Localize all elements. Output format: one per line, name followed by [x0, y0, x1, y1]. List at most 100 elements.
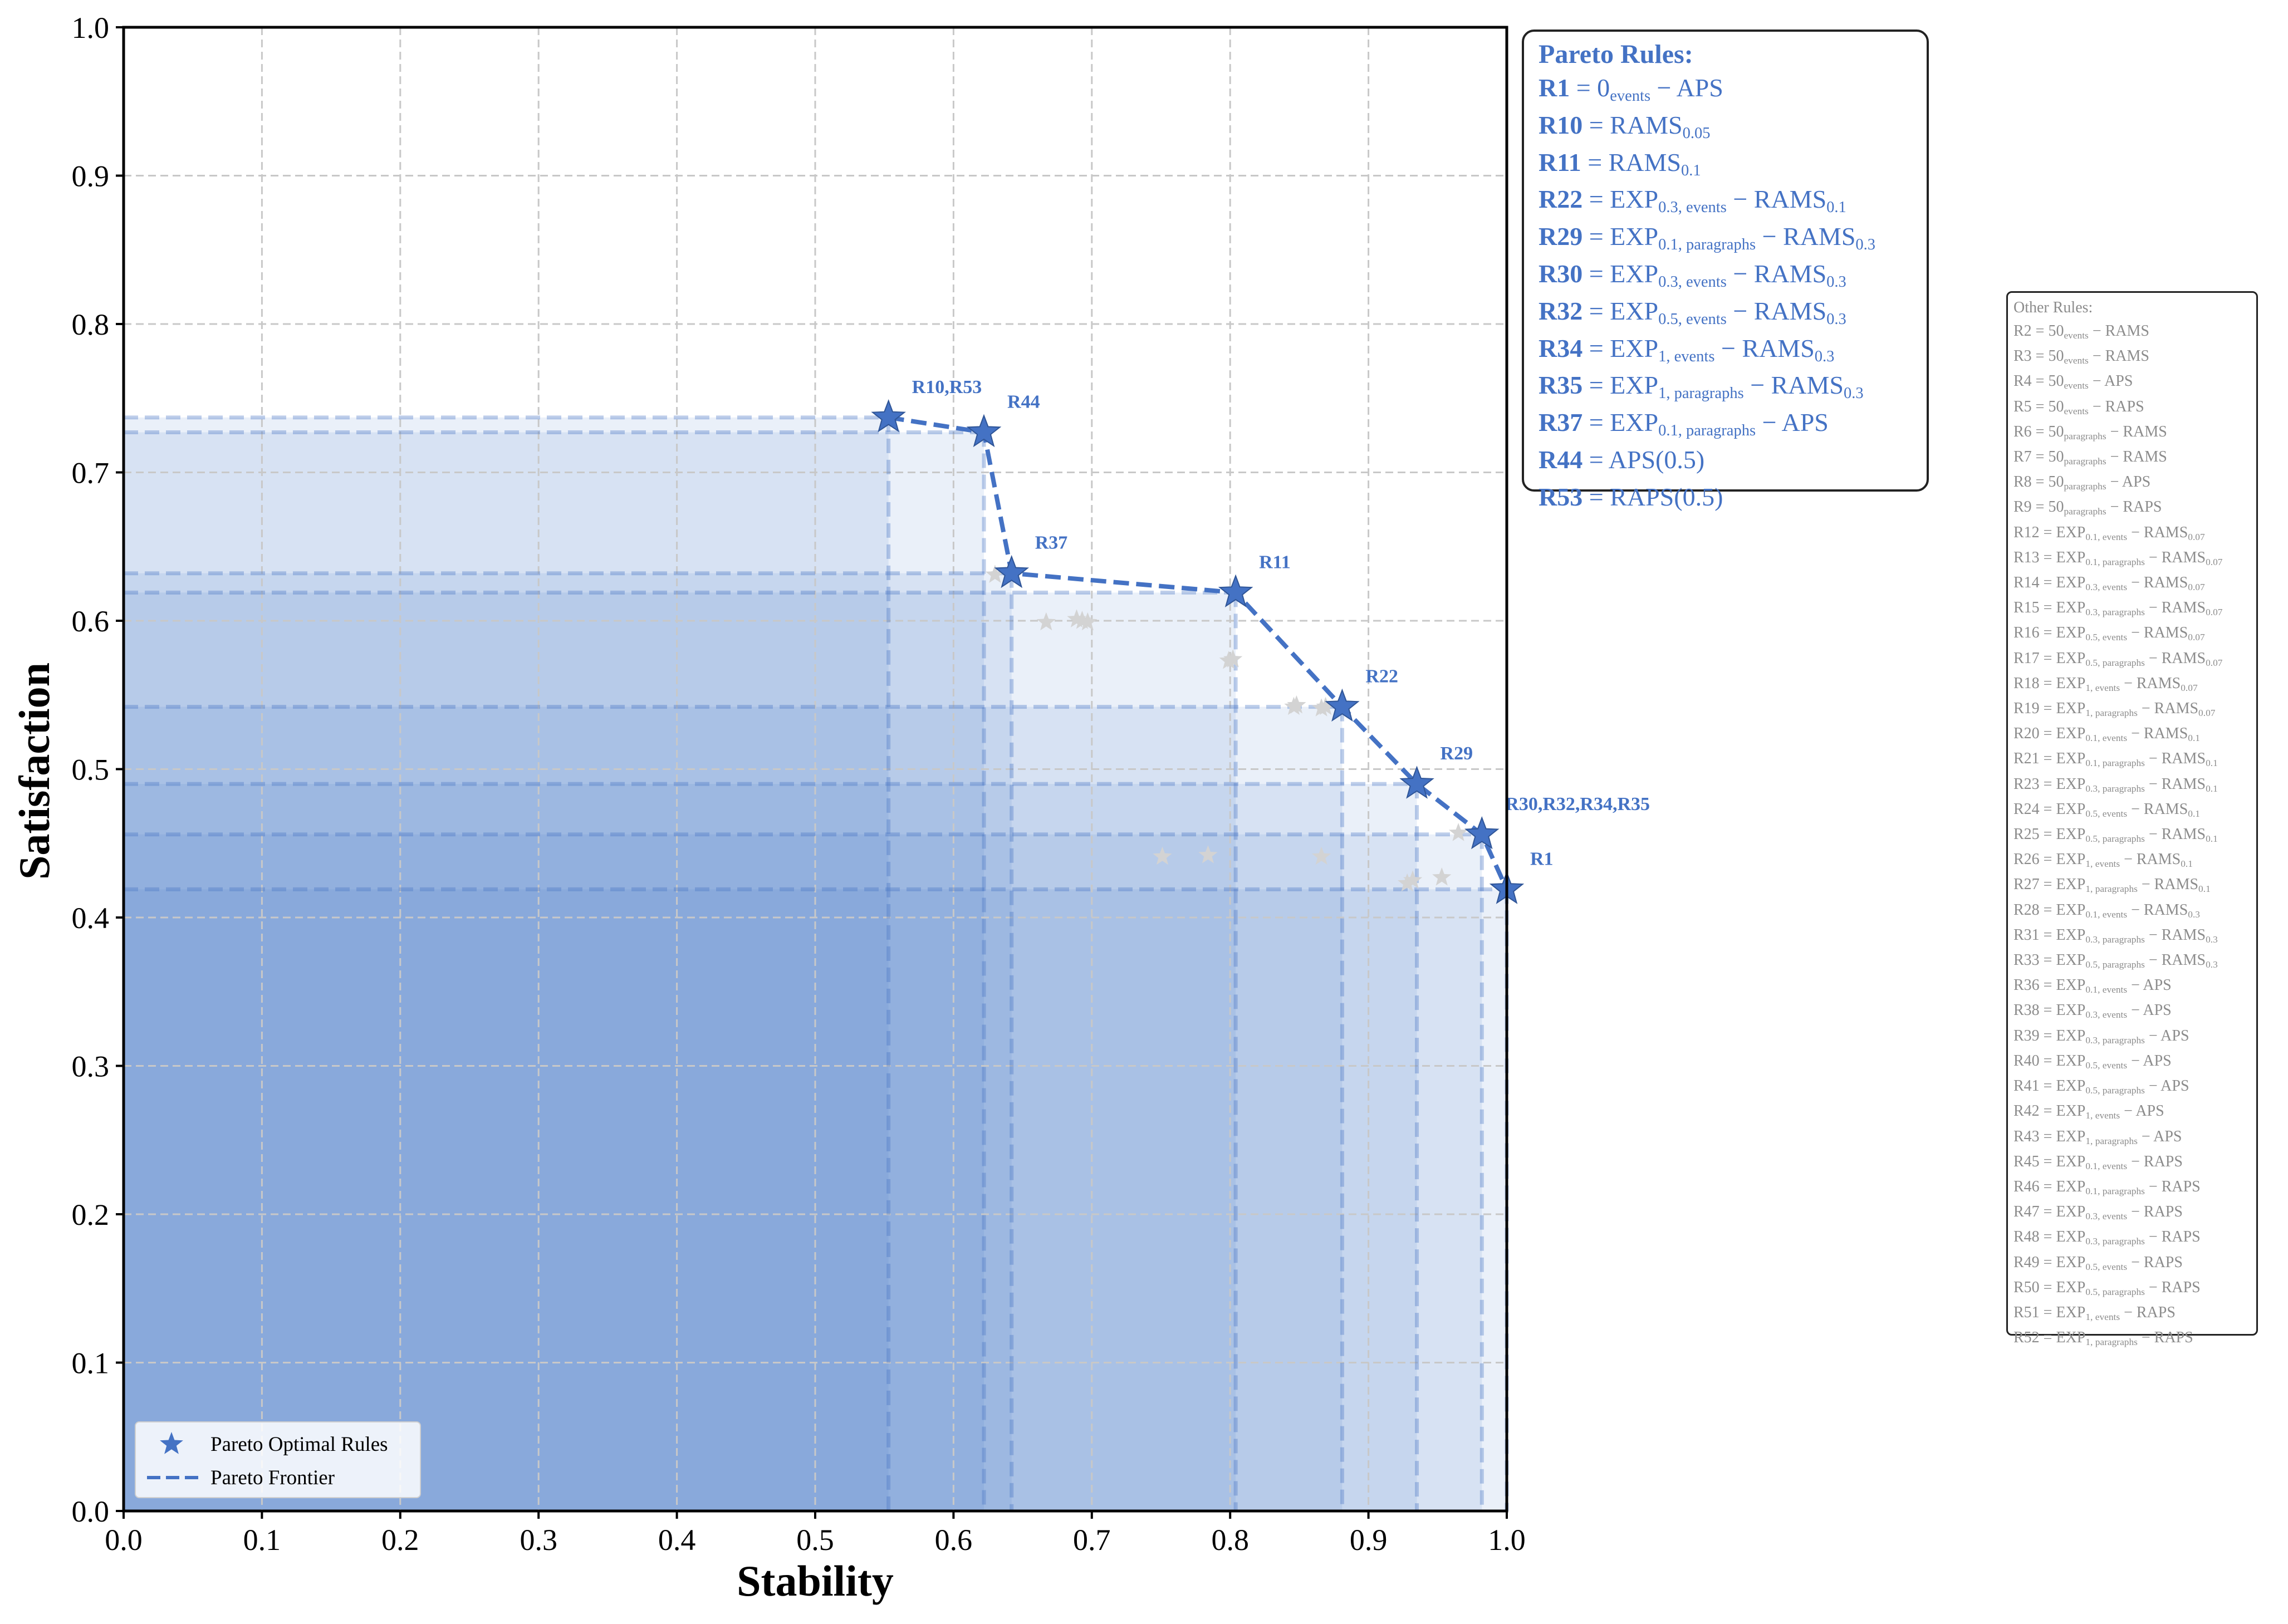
rule-item: R41 = EXP0.5, paragraphs − APS — [2013, 1077, 2189, 1096]
rule-item: R18 = EXP1, events − RAMS0.07 — [2013, 674, 2198, 693]
rule-item: R39 = EXP0.3, paragraphs − APS — [2013, 1027, 2189, 1046]
dominated-region-fills — [124, 417, 1507, 1512]
other-rules-list: R2 = 50events − RAMS R3 = 50events − RAMS… — [2013, 318, 2251, 1350]
dominated-region — [124, 592, 1236, 1511]
rule-item: R48 = EXP0.3, paragraphs − RAPS — [2013, 1228, 2201, 1247]
dashed-line-icon — [147, 1476, 199, 1479]
y-axis-ticks: 0.0 0.1 0.2 0.3 0.4 0.5 0.6 0.7 0.8 0.9 1.0 — [72, 11, 124, 1528]
rule-item: R32 = EXP0.5, events − RAMS0.3 — [1539, 296, 1846, 328]
rule-item: R33 = EXP0.5, paragraphs − RAMS0.3 — [2013, 951, 2218, 970]
rule-item: R29 = EXP0.1, paragraphs − RAMS0.3 — [1539, 222, 1876, 254]
chart-legend: Pareto Optimal Rules Pareto Frontier — [135, 1421, 421, 1498]
x-axis-ticks: 0.0 0.1 0.2 0.3 0.4 0.5 0.6 0.7 0.8 0.9 1.0 — [105, 1511, 1526, 1557]
pareto-point — [871, 399, 906, 433]
other-rule-point — [1312, 846, 1331, 865]
x-tick-label: 0.2 — [381, 1523, 419, 1557]
pareto-rules-box: Pareto Rules: R1 = 0events − APS R10 = RA… — [1522, 30, 1929, 511]
rule-item: R50 = EXP0.5, paragraphs − RAPS — [2013, 1278, 2201, 1297]
rule-item: R53 = RAPS(0.5) — [1539, 482, 1723, 511]
rule-item: R4 = 50events − APS — [2013, 372, 2133, 391]
x-tick-label: 0.9 — [1350, 1523, 1388, 1557]
pareto-rules-title: Pareto Rules: — [1539, 40, 1693, 69]
pareto-frontier — [888, 415, 1509, 891]
pareto-point — [1464, 816, 1500, 850]
rule-item: R43 = EXP1, paragraphs − APS — [2013, 1127, 2182, 1146]
pareto-point-label: R44 — [1007, 392, 1040, 413]
rule-item: R3 = 50events − RAMS — [2013, 347, 2149, 366]
dominated-region — [124, 784, 1417, 1511]
rule-item: R23 = EXP0.3, paragraphs − RAMS0.1 — [2013, 775, 2218, 794]
rule-item: R2 = 50events − RAMS — [2013, 322, 2149, 341]
rule-item: R28 = EXP0.1, events − RAMS0.3 — [2013, 901, 2200, 920]
rule-item: R9 = 50paragraphs − RAPS — [2013, 498, 2162, 517]
pareto-point — [966, 414, 1002, 448]
rule-item: R8 = 50paragraphs − APS — [2013, 473, 2151, 492]
rule-item: R15 = EXP0.3, paragraphs − RAMS0.07 — [2013, 599, 2223, 618]
rule-item: R42 = EXP1, events − APS — [2013, 1102, 2164, 1121]
other-rule-point — [1198, 845, 1218, 863]
rule-item: R11 = RAMS0.1 — [1539, 148, 1701, 179]
rule-item: R26 = EXP1, events − RAMS0.1 — [2013, 851, 2193, 870]
rule-item: R37 = EXP0.1, paragraphs − APS — [1539, 408, 1829, 440]
rule-item: R6 = 50paragraphs − RAMS — [2013, 423, 2167, 441]
rule-item: R19 = EXP1, paragraphs − RAMS0.07 — [2013, 700, 2216, 718]
rule-item: R13 = EXP0.1, paragraphs − RAMS0.07 — [2013, 548, 2223, 567]
y-tick-label: 0.1 — [72, 1347, 110, 1380]
rule-item: R24 = EXP0.5, events − RAMS0.1 — [2013, 800, 2200, 819]
y-tick-label: 0.6 — [72, 605, 110, 638]
pareto-point-label: R30,R32,R34,R35 — [1505, 794, 1650, 815]
other-rule-point — [1403, 870, 1423, 889]
other-rule-point — [1432, 867, 1452, 886]
rule-item: R40 = EXP0.5, events − APS — [2013, 1052, 2172, 1071]
rule-item: R25 = EXP0.5, paragraphs − RAMS0.1 — [2013, 826, 2218, 844]
other-rule-point — [1153, 846, 1172, 865]
other-rules-points — [985, 565, 1468, 892]
x-tick-label: 1.0 — [1488, 1523, 1526, 1557]
x-tick-label: 0.1 — [243, 1523, 281, 1557]
star-marker-icon — [160, 1432, 183, 1454]
pareto-point-label: R22 — [1365, 666, 1398, 687]
pareto-rules-list: R1 = 0events − APS R10 = RAMS0.05 R11 = RA… — [1539, 70, 1912, 516]
y-tick-label: 0.4 — [72, 901, 110, 935]
other-rule-point — [1078, 612, 1098, 631]
dominated-region — [124, 417, 889, 1511]
rule-item: R34 = EXP1, events − RAMS0.3 — [1539, 333, 1835, 365]
y-tick-label: 0.7 — [72, 457, 110, 490]
rule-item: R46 = EXP0.1, paragraphs − RAPS — [2013, 1177, 2201, 1196]
legend-label: Pareto Frontier — [210, 1466, 335, 1489]
rule-item: R36 = EXP0.1, events − APS — [2013, 977, 2172, 995]
y-tick-label: 0.5 — [72, 753, 110, 787]
other-rules-title: Other Rules: — [2013, 299, 2093, 316]
dominated-region — [124, 573, 1012, 1511]
rule-item: R52 = EXP1, paragraphs − RAPS — [2013, 1329, 2193, 1347]
pareto-point — [1399, 766, 1434, 799]
legend-item-pareto-points: Pareto Optimal Rules — [136, 1430, 420, 1458]
pareto-point-labels: R10,R53 R44 R37 R11 R22 R29 R30,R32,R34,R35 R1 — [912, 377, 1650, 869]
other-rule-point — [1223, 649, 1243, 668]
rule-item: R35 = EXP1, paragraphs − RAMS0.3 — [1539, 371, 1864, 403]
x-tick-label: 0.6 — [935, 1523, 973, 1557]
dominated-region — [124, 889, 1507, 1511]
other-rules-box: Other Rules: R2 = 50events − RAMS R3 = 50… — [2006, 291, 2258, 1347]
x-tick-label: 0.5 — [796, 1523, 834, 1557]
other-rule-point — [1448, 823, 1468, 841]
rule-item: R22 = EXP0.3, events − RAMS0.1 — [1539, 185, 1846, 217]
rule-item: R17 = EXP0.5, paragraphs − RAMS0.07 — [2013, 649, 2223, 668]
x-tick-label: 0.3 — [520, 1523, 557, 1557]
x-tick-label: 0.8 — [1211, 1523, 1249, 1557]
pareto-point — [1218, 574, 1253, 607]
pareto-point-label: R37 — [1035, 533, 1068, 553]
x-axis-label: Stability — [737, 1557, 894, 1605]
rule-item: R44 = APS(0.5) — [1539, 445, 1705, 474]
rule-item: R1 = 0events − APS — [1539, 73, 1723, 105]
rule-item: R10 = RAMS0.05 — [1539, 110, 1711, 142]
rule-item: R47 = EXP0.3, events − RAPS — [2013, 1203, 2183, 1221]
rule-item: R51 = EXP1, events − RAPS — [2013, 1303, 2176, 1322]
pareto-point — [1325, 688, 1360, 722]
y-tick-label: 1.0 — [72, 11, 110, 45]
y-axis-label: Satisfaction — [10, 663, 58, 880]
x-tick-label: 0.7 — [1073, 1523, 1111, 1557]
rule-item: R49 = EXP0.5, events − RAPS — [2013, 1253, 2183, 1272]
other-rule-point — [1287, 695, 1306, 714]
